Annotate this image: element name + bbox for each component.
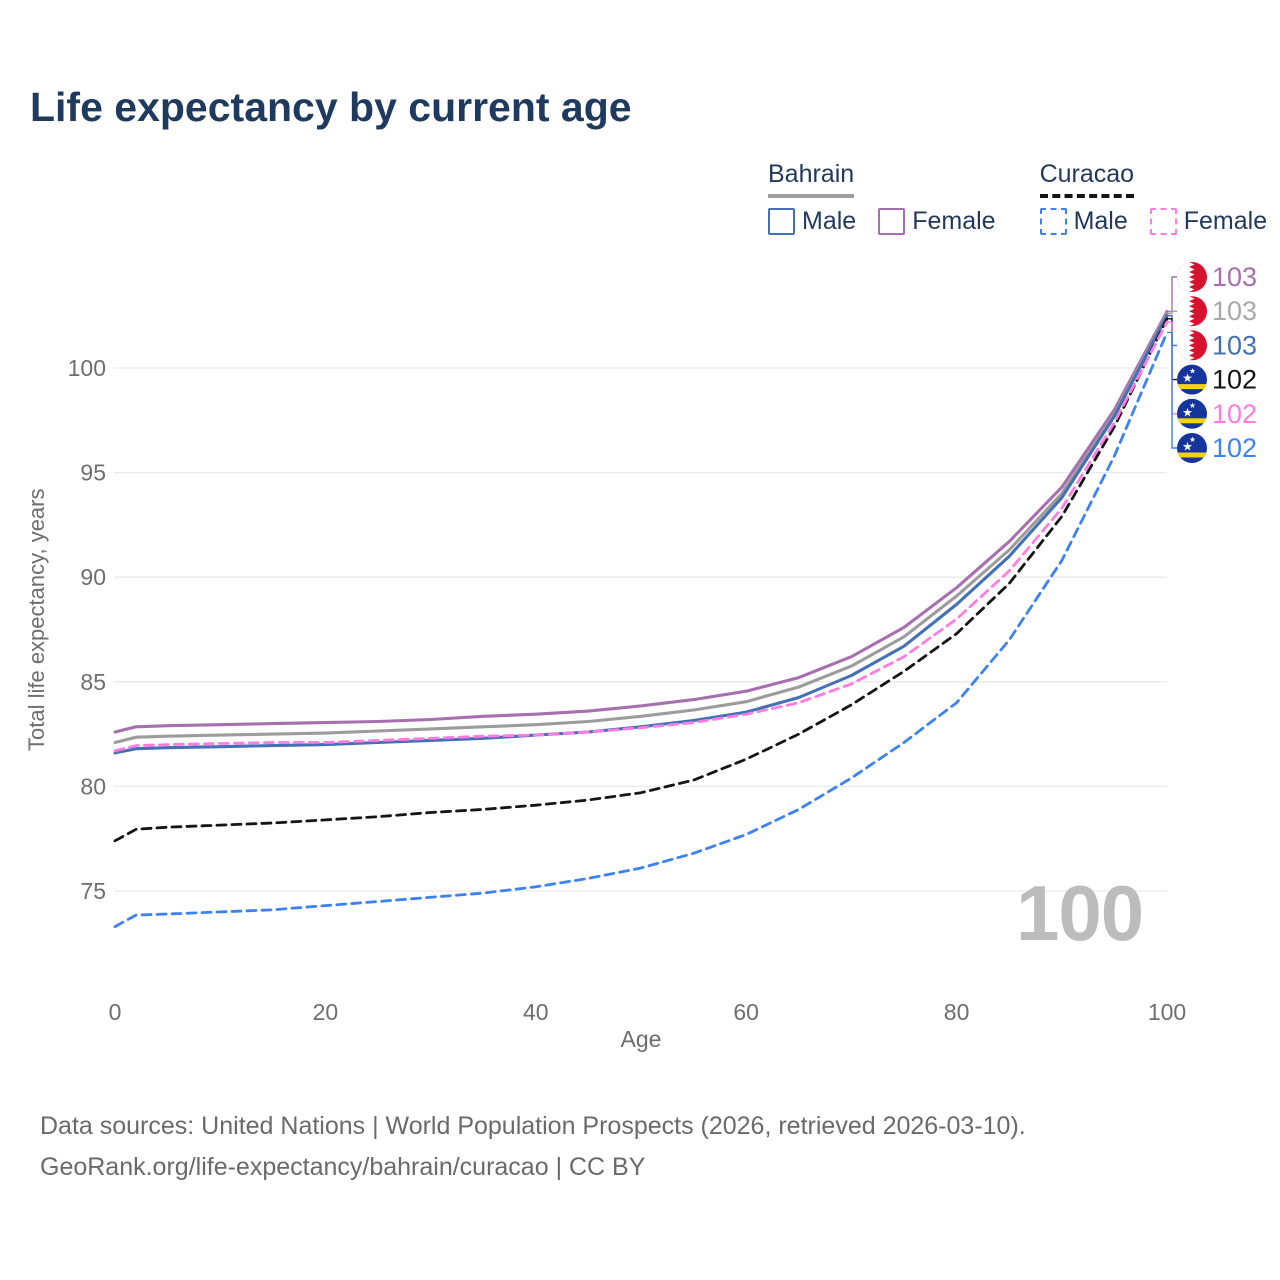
series-line-curacao-male[interactable] — [113, 330, 1169, 928]
legend-item-bahrain-female[interactable]: Female — [878, 207, 996, 236]
curacao-female-swatch — [1149, 208, 1177, 235]
x-tick-label-20: 20 — [313, 999, 339, 1025]
legend-item-label: Female — [1183, 207, 1268, 235]
curacao-flag-icon: ★★ — [1177, 364, 1207, 395]
series-line-curacao-female[interactable] — [113, 320, 1169, 753]
series-line-bahrain[interactable] — [113, 312, 1169, 745]
x-tick-label-100: 100 — [1148, 999, 1186, 1025]
legend-item-label: Female — [912, 207, 996, 235]
series-line-bahrain-female[interactable] — [113, 309, 1169, 734]
curacao-flag-icon: ★★ — [1177, 398, 1207, 429]
end-label-leader-bahrain-female — [1167, 276, 1177, 313]
y-axis-title: Total life expectancy, years — [24, 488, 49, 752]
y-tick-label-90: 90 — [80, 564, 106, 590]
legend-group-bahrain: Bahrain Male Female — [768, 160, 996, 236]
curacao-male-swatch — [1039, 208, 1067, 235]
y-tick-label-80: 80 — [80, 773, 106, 799]
end-label-bahrain-female: 103 — [1212, 262, 1257, 292]
svg-text:★: ★ — [1189, 435, 1196, 444]
y-tick-label-75: 75 — [80, 878, 106, 904]
bahrain-flag-icon — [1177, 330, 1207, 361]
end-label-bahrain: 103 — [1212, 296, 1257, 326]
end-label-leader-bahrain — [1167, 310, 1177, 315]
svg-text:★: ★ — [1182, 440, 1193, 454]
x-tick-label-60: 60 — [733, 999, 759, 1025]
series-line-curacao[interactable] — [113, 317, 1169, 843]
footer: Data sources: United Nations | World Pop… — [40, 1106, 1026, 1188]
legend-items-row: Male Female — [768, 207, 996, 236]
series-line-bahrain-male[interactable] — [113, 314, 1169, 755]
svg-text:★: ★ — [1182, 371, 1193, 385]
footer-sources-line: Data sources: United Nations | World Pop… — [40, 1112, 1026, 1140]
end-label-curacao: 102 — [1212, 365, 1257, 395]
footer-attribution-line: GeoRank.org/life-expectancy/bahrain/cura… — [40, 1153, 646, 1181]
bahrain-flag-icon — [1177, 296, 1207, 327]
legend: Bahrain Male Female Curacao Male Female — [768, 160, 1267, 236]
curacao-flag-icon: ★★ — [1177, 433, 1207, 463]
legend-item-label: Male — [1073, 207, 1128, 235]
legend-group-curacao: Curacao Male Female — [1039, 160, 1268, 236]
x-tick-label-80: 80 — [944, 999, 970, 1025]
bahrain-flag-icon — [1177, 262, 1207, 292]
bahrain-female-swatch — [878, 208, 906, 235]
svg-text:★: ★ — [1182, 405, 1193, 419]
x-tick-label-0: 0 — [109, 999, 122, 1025]
legend-item-label: Male — [802, 207, 857, 235]
page-title: Life expectancy by current age — [30, 84, 632, 130]
bahrain-male-swatch — [768, 208, 795, 235]
legend-items-row: Male Female — [1039, 207, 1268, 236]
x-tick-label-40: 40 — [523, 999, 549, 1025]
end-label-bahrain-male: 103 — [1212, 330, 1257, 360]
x-axis-title: Age — [620, 1026, 662, 1052]
y-tick-label-95: 95 — [80, 460, 106, 486]
y-tick-label-85: 85 — [80, 669, 106, 695]
legend-country-curacao: Curacao — [1039, 160, 1135, 198]
svg-text:★: ★ — [1189, 401, 1196, 410]
legend-item-curacao-female[interactable]: Female — [1149, 207, 1268, 236]
end-label-leader-curacao-male — [1167, 331, 1177, 449]
hover-age-watermark: 100 — [1016, 869, 1144, 957]
svg-text:★: ★ — [1189, 367, 1196, 376]
y-tick-label-100: 100 — [68, 355, 106, 381]
legend-item-bahrain-male[interactable]: Male — [768, 207, 856, 236]
end-label-curacao-female: 102 — [1212, 399, 1257, 429]
legend-item-curacao-male[interactable]: Male — [1039, 207, 1128, 236]
end-label-curacao-male: 102 — [1212, 433, 1257, 463]
legend-country-bahrain: Bahrain — [768, 160, 855, 198]
